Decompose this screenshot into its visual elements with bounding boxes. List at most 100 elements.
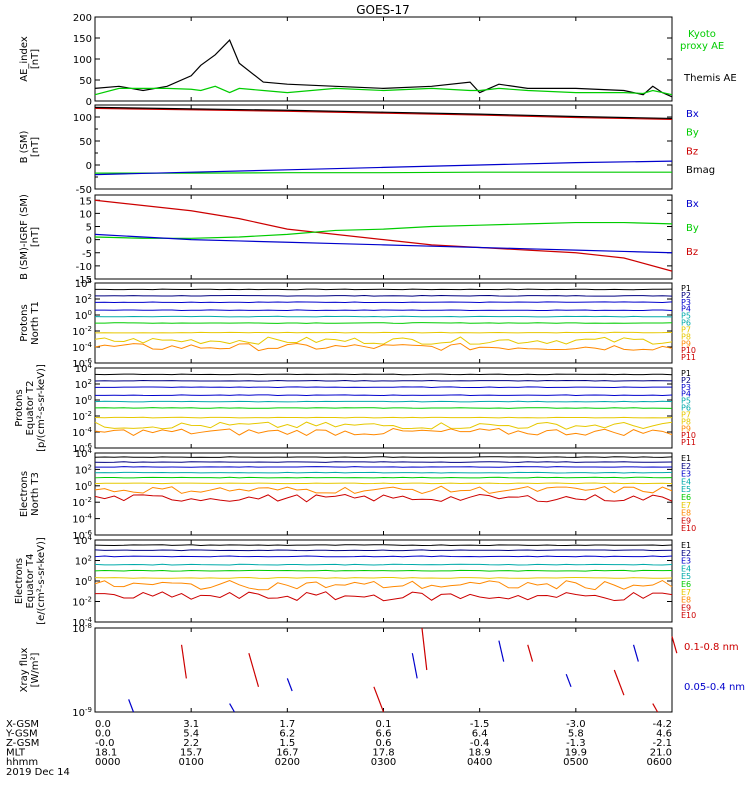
panel-frame (94, 452, 673, 536)
legend-e9: E9 (681, 603, 691, 612)
xray-segment (411, 653, 418, 679)
y-tick-label: 104 (75, 362, 93, 375)
y-tick-label: 15 (79, 196, 92, 207)
ephemeris-value: 0100 (178, 757, 203, 768)
panel-xray: 10-9 10-8 Xray flux [W/m²] 0.1-0.8 nm 0.05-0.… (19, 622, 745, 719)
y-tick-label: 10-4 (72, 513, 92, 526)
legend-p11: P11 (681, 438, 696, 447)
ephemeris-value: 6.6 (376, 729, 392, 740)
ephemeris-label: Y-GSM (5, 729, 38, 740)
y-tick-label: 200 (73, 13, 92, 24)
y-tick-label: 10-2 (72, 325, 92, 338)
flux-channel-line (94, 379, 673, 382)
y-tick-label: 102 (75, 555, 92, 568)
ephemeris-table: X-GSM 0.0 3.1 1.7 0.1 -1.5 -3.0 -4.2 Y-GSM 0.0 5.4… (5, 719, 672, 768)
legend-e9: E9 (681, 516, 691, 525)
ephemeris-value: -1.3 (566, 738, 586, 749)
y-tick-label: 10-2 (72, 596, 92, 609)
y-axis-label: [e/(cm²-s-sr-keV)] (36, 537, 47, 625)
legend-e7: E7 (681, 501, 691, 510)
flux-channel-line (94, 456, 673, 458)
plot-title: GOES-17 (356, 3, 410, 17)
legend-e10: E10 (681, 524, 696, 533)
y-tick-label: 104 (75, 534, 93, 547)
y-tick-label: 50 (79, 76, 92, 87)
legend-p10: P10 (681, 346, 696, 355)
y-tick-label: 102 (75, 378, 92, 391)
ephemeris-value: 0200 (275, 757, 300, 768)
y-tick-label: 100 (75, 309, 92, 322)
series-kyoto-proxy-ae (94, 85, 673, 96)
ephemeris-value: 0000 (95, 757, 120, 768)
ephemeris-value: -3.0 (566, 719, 586, 730)
y-axis-label: North T1 (30, 301, 41, 345)
xray-segment (248, 653, 260, 687)
legend-e2: E2 (681, 462, 691, 471)
legend-p7: P7 (681, 410, 691, 419)
legend-e5: E5 (681, 572, 691, 581)
flux-channel-line (94, 315, 673, 318)
ephemeris-value: 21.0 (650, 748, 672, 759)
xray-segment (229, 703, 235, 713)
legend-p4: P4 (681, 390, 691, 399)
ephemeris-value: 19.9 (565, 748, 587, 759)
legend-e8: E8 (681, 509, 691, 518)
flux-channel-line (94, 591, 673, 602)
legend-kyoto: Kyoto (688, 29, 716, 40)
legend-p3: P3 (681, 383, 691, 392)
y-tick-label: 50 (79, 137, 92, 148)
y-tick-label: 0 (86, 97, 92, 108)
flux-channel-line (94, 421, 673, 430)
ephemeris-value: 4.6 (656, 729, 672, 740)
y-tick-label: 5 (86, 223, 92, 234)
legend-p10: P10 (681, 431, 696, 440)
ephemeris-value: 16.7 (276, 748, 298, 759)
legend-e1: E1 (681, 454, 691, 463)
legend-themis-ae: Themis AE (683, 73, 737, 84)
y-axis-label: Protons (14, 389, 25, 426)
series-by (95, 171, 672, 174)
y-tick-label: 10-2 (72, 410, 92, 423)
legend-p7: P7 (681, 325, 691, 334)
y-tick-label: 100 (75, 575, 92, 588)
series-by (94, 221, 673, 239)
legend-e6: E6 (681, 580, 691, 589)
flux-channel-line (94, 336, 673, 345)
series-themis-ae (94, 39, 673, 98)
ephemeris-value: 0600 (647, 757, 672, 768)
flux-channel-line (94, 427, 673, 437)
legend-p8: P8 (681, 417, 691, 426)
ephemeris-value: 5.4 (183, 729, 199, 740)
series-bz (94, 107, 673, 120)
ephemeris-value: 15.7 (180, 748, 202, 759)
y-axis-label: Protons (19, 304, 30, 341)
ephemeris-value: 2.2 (183, 738, 199, 749)
flux-channel-line (94, 466, 673, 468)
flux-channel-line (94, 577, 673, 579)
y-axis-label: B (SM)-IGRF (SM) (19, 194, 30, 280)
ephemeris-value: 18.1 (95, 748, 117, 759)
legend-p9: P9 (681, 339, 691, 348)
flux-channel-line (94, 394, 673, 397)
y-axis-label: North T3 (30, 472, 41, 516)
legend-p6: P6 (681, 319, 691, 328)
legend-p8: P8 (681, 332, 691, 341)
flux-channel-line (94, 471, 673, 474)
ephemeris-label: Z-GSM (6, 738, 39, 749)
ephemeris-value: 1.5 (279, 738, 295, 749)
flux-channel-line (94, 342, 673, 352)
legend-p3: P3 (681, 298, 691, 307)
y-axis-label: Electrons (19, 471, 30, 517)
y-axis-label: Electrons (14, 558, 25, 604)
legend-p9: P9 (681, 424, 691, 433)
legend-e4: E4 (681, 477, 691, 486)
flux-channel-line (94, 461, 673, 463)
legend-bx: Bx (686, 199, 699, 210)
ephemeris-value: -4.2 (652, 719, 672, 730)
date-label: 2019 Dec 14 (6, 767, 70, 778)
legend-e6: E6 (681, 493, 691, 502)
ephemeris-value: 0.0 (95, 729, 111, 740)
y-tick-label: 10 (79, 209, 92, 220)
legend-xray-short: 0.05-0.4 nm (684, 682, 745, 693)
flux-channel-line (94, 309, 673, 312)
